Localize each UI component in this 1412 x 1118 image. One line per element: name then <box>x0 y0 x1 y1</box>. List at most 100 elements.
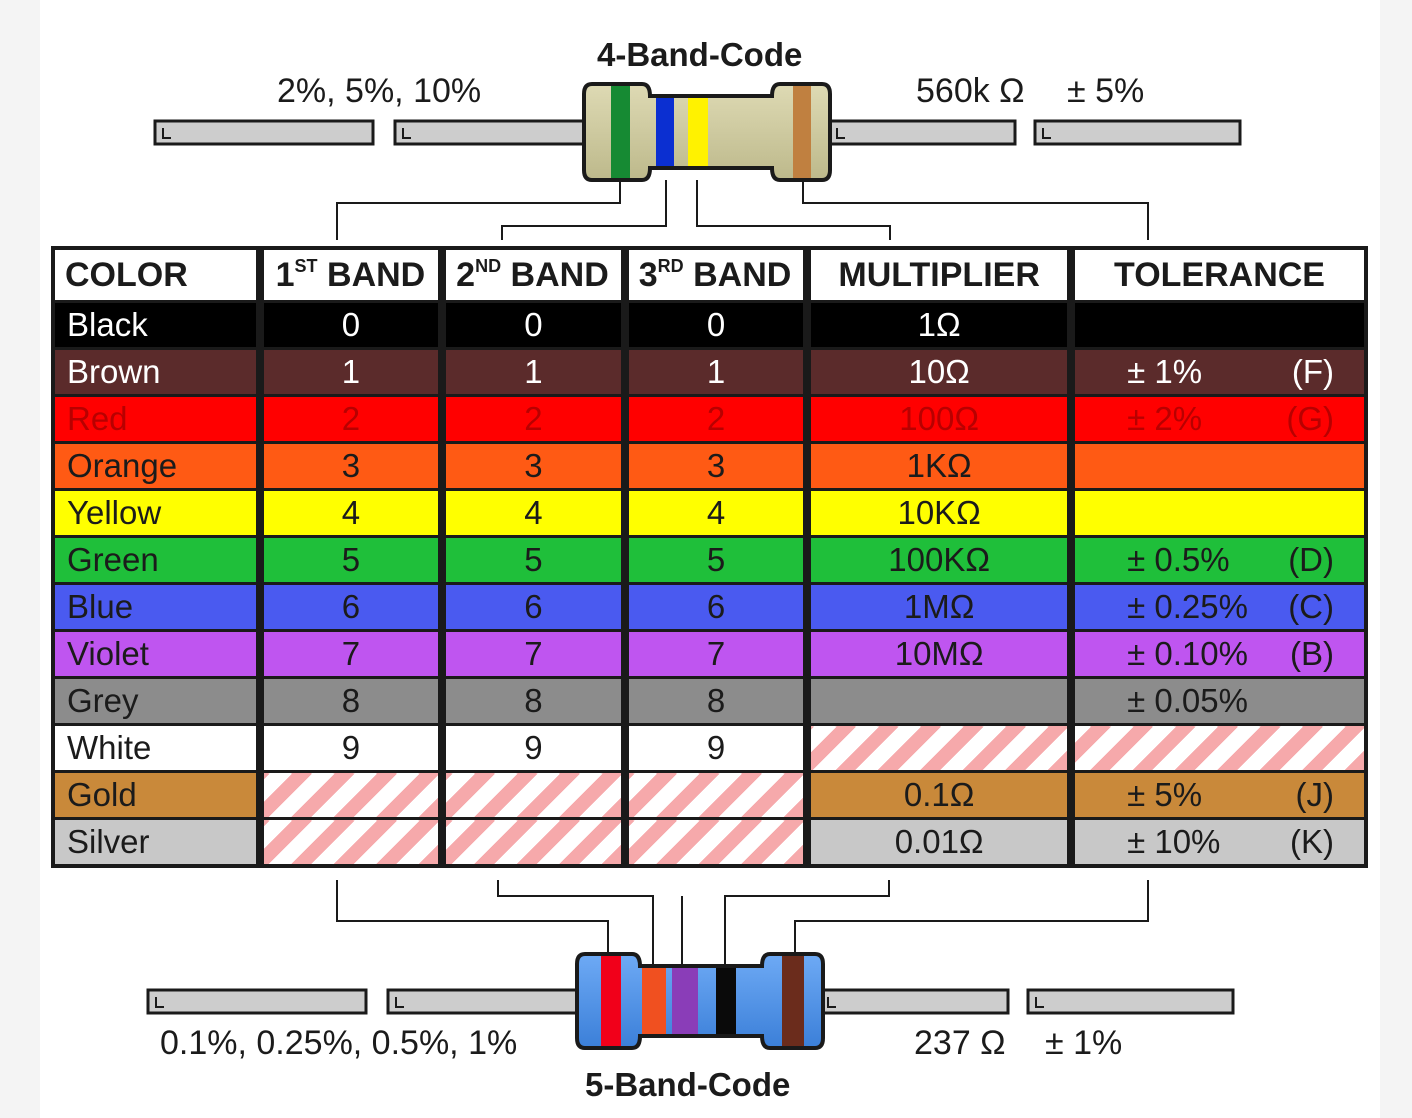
five-band-value: 237 Ω <box>914 1024 1006 1062</box>
tolerance-cell <box>1067 723 1366 772</box>
band-1-digit-cell <box>255 770 443 819</box>
band-1-digit-cell: 2 <box>255 394 443 443</box>
band-2-digit-cell: 2 <box>438 394 625 443</box>
multiplier-cell: 1KΩ <box>803 441 1072 490</box>
band-2-digit-cell: 4 <box>438 488 625 537</box>
band-3-digit-cell <box>620 770 808 819</box>
band-2-digit-cell <box>438 817 625 866</box>
multiplier-cell: 1MΩ <box>803 582 1072 631</box>
band-yellow <box>688 98 708 166</box>
connectors-bottom <box>336 880 1149 965</box>
band-2-digit-cell: 5 <box>438 535 625 584</box>
band-2-digit-cell: 7 <box>438 629 625 678</box>
band-2-digit-cell: 1 <box>438 347 625 396</box>
band-3-digit-cell <box>620 817 808 866</box>
tolerance-percent: ± 5% <box>1127 776 1203 813</box>
band-1-digit-cell: 4 <box>255 488 443 537</box>
band-brown <box>782 956 804 1046</box>
color-name-cell: Yellow <box>53 488 260 537</box>
band-3-digit-cell: 3 <box>620 441 808 490</box>
band-1-digit-cell: 5 <box>255 535 443 584</box>
resistor-4-band <box>153 82 1242 182</box>
tolerance-cell: ± 10% (K) <box>1067 817 1366 866</box>
band-3-digit-cell: 5 <box>620 535 808 584</box>
tolerance-cell <box>1067 488 1366 537</box>
multiplier-cell: 100Ω <box>803 394 1072 443</box>
table-body: Black 0 0 0 1Ω Brown 1 1 1 10Ω ± 1% (F) Red 2 2 2 100Ω ± … <box>53 300 1366 866</box>
lead-left <box>153 119 587 146</box>
color-name-cell: Orange <box>53 441 260 490</box>
multiplier-cell: 10KΩ <box>803 488 1072 537</box>
table-row: Orange 3 3 3 1KΩ <box>53 441 1366 490</box>
multiplier-cell: 0.1Ω <box>803 770 1072 819</box>
band-1-digit-cell: 7 <box>255 629 443 678</box>
band-3-digit-cell: 0 <box>620 300 808 349</box>
tolerance-letter-code: (D) <box>1288 541 1334 578</box>
four-band-tolerance-range: 2%, 5%, 10% <box>277 72 482 110</box>
color-name-cell: Blue <box>53 582 260 631</box>
lead-right <box>818 988 1235 1015</box>
band-1-digit-cell: 1 <box>255 347 443 396</box>
table-row: Yellow 4 4 4 10KΩ <box>53 488 1366 537</box>
tolerance-cell: ± 0.05% <box>1067 676 1366 725</box>
band-black <box>716 968 736 1034</box>
multiplier-cell: 100KΩ <box>803 535 1072 584</box>
multiplier-cell: 10Ω <box>803 347 1072 396</box>
four-band-value: 560k Ω <box>916 72 1025 110</box>
band-3-digit-cell: 2 <box>620 394 808 443</box>
table-row: Green 5 5 5 100KΩ ± 0.5% (D) <box>53 535 1366 584</box>
table-row: Brown 1 1 1 10Ω ± 1% (F) <box>53 347 1366 396</box>
table-row: Black 0 0 0 1Ω <box>53 300 1366 349</box>
band-2-digit-cell <box>438 770 625 819</box>
tolerance-cell: ± 2% (G) <box>1067 394 1366 443</box>
band-2-digit-cell: 8 <box>438 676 625 725</box>
band-2-digit-cell: 6 <box>438 582 625 631</box>
band-3-digit-cell: 1 <box>620 347 808 396</box>
connectors-top <box>336 180 1149 240</box>
band-1-digit-cell: 8 <box>255 676 443 725</box>
multiplier-cell: 1Ω <box>803 300 1072 349</box>
tolerance-cell <box>1067 441 1366 490</box>
tolerance-letter-code: (F) <box>1291 353 1334 390</box>
band-2-digit-cell: 3 <box>438 441 625 490</box>
band-blue <box>656 98 674 166</box>
tolerance-percent: ± 10% <box>1127 823 1221 860</box>
resistor-5-band <box>146 952 1235 1050</box>
five-band-title: 5-Band-Code <box>585 1066 791 1103</box>
multiplier-cell <box>803 676 1072 725</box>
band-1-digit-cell <box>255 817 443 866</box>
band-orange <box>642 968 666 1034</box>
table-row: Silver 0.01Ω ± 10% (K) <box>53 817 1366 866</box>
table-row: Red 2 2 2 100Ω ± 2% (G) <box>53 394 1366 443</box>
tolerance-percent: ± 0.5% <box>1127 541 1230 578</box>
table-row: Blue 6 6 6 1MΩ ± 0.25% (C) <box>53 582 1366 631</box>
resistor-body <box>575 952 825 1050</box>
tolerance-letter-code: (K) <box>1290 823 1334 860</box>
table-row: Grey 8 8 8 ± 0.05% <box>53 676 1366 725</box>
band-3-digit-cell: 7 <box>620 629 808 678</box>
multiplier-cell: 0.01Ω <box>803 817 1072 866</box>
table-header-row: COLOR 1ST BAND 2ND BAND 3RD BAND MULTIPL… <box>53 248 1366 302</box>
color-name-cell: White <box>53 723 260 772</box>
band-red <box>601 956 621 1046</box>
header-band-2: 2ND BAND <box>438 248 625 302</box>
band-brown <box>793 86 811 178</box>
tolerance-cell <box>1067 300 1366 349</box>
band-violet <box>672 968 698 1034</box>
lead-left <box>146 988 582 1015</box>
header-multiplier: MULTIPLIER <box>803 248 1072 302</box>
header-band-3: 3RD BAND <box>620 248 808 302</box>
tolerance-percent: ± 0.25% <box>1127 588 1248 625</box>
tolerance-percent: ± 0.05% <box>1127 682 1248 719</box>
multiplier-cell <box>803 723 1072 772</box>
color-name-cell: Violet <box>53 629 260 678</box>
band-2-digit-cell: 0 <box>438 300 625 349</box>
five-band-tolerance: ± 1% <box>1045 1024 1123 1062</box>
tolerance-cell: ± 0.25% (C) <box>1067 582 1366 631</box>
tolerance-cell: ± 0.10% (B) <box>1067 629 1366 678</box>
color-name-cell: Green <box>53 535 260 584</box>
tolerance-letter-code: (J) <box>1295 776 1334 813</box>
band-3-digit-cell: 6 <box>620 582 808 631</box>
five-band-tolerance-range: 0.1%, 0.25%, 0.5%, 1% <box>160 1024 518 1062</box>
